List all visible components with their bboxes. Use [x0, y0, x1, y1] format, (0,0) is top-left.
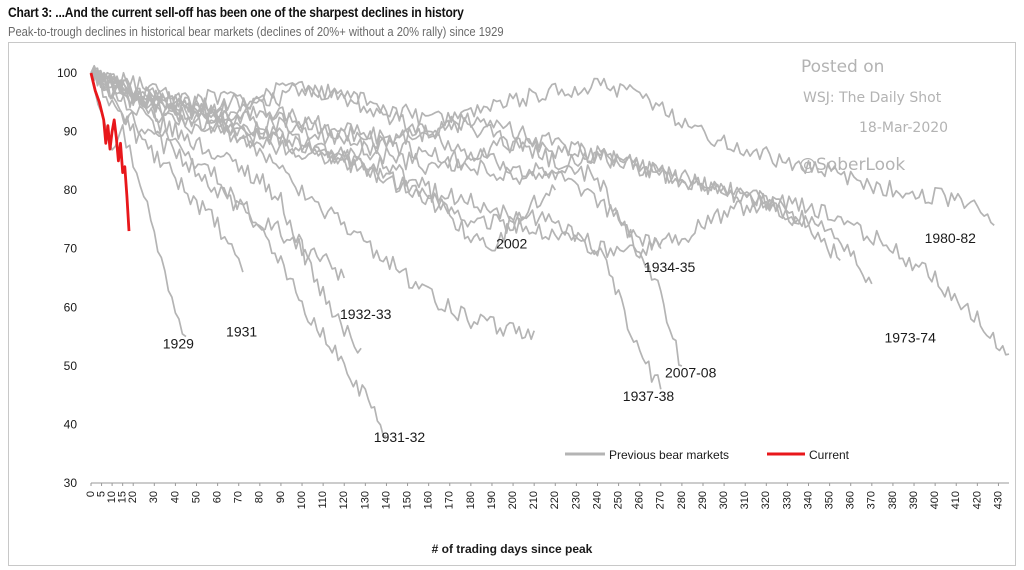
watermark-line-3: 18-Mar-2020 [859, 120, 948, 136]
series-line-previous-12 [90, 69, 346, 281]
annotation-layer: 1929 1931 1932-33 1931-32 2002 1934-35 1937-38… [163, 230, 976, 445]
series-line-1929 [90, 72, 187, 338]
x-tick-label: 380 [887, 491, 899, 509]
chart-title: Chart 3: ...And the current sell-off has… [8, 4, 464, 20]
series-line-previous-10 [90, 67, 873, 285]
legend-current-label: Current [809, 448, 850, 462]
x-tick-label: 190 [486, 491, 498, 509]
series-annotation: 1932-33 [340, 306, 392, 322]
x-tick-label: 420 [971, 491, 983, 509]
x-tick-label: 40 [169, 491, 181, 503]
x-tick-label: 0 [85, 491, 97, 497]
x-tick-label: 410 [950, 491, 962, 509]
x-tick-label: 30 [148, 491, 160, 503]
series-annotation: 1934-35 [644, 259, 696, 275]
y-tick-label: 100 [57, 66, 77, 80]
watermark-line-2: WSJ: The Daily Shot [803, 90, 942, 106]
series-annotation: 1980-82 [925, 230, 977, 246]
x-tick-label: 10 [106, 491, 118, 503]
x-tick-label: 100 [296, 491, 308, 509]
x-tick-label: 180 [465, 491, 477, 509]
x-tick-label: 430 [992, 491, 1004, 509]
x-tick-label: 240 [591, 491, 603, 509]
y-tick-label: 40 [64, 417, 78, 431]
chart-subtitle: Peak-to-trough declines in historical be… [8, 24, 504, 39]
x-tick-label: 60 [212, 491, 224, 503]
series-line-previous-14 [90, 65, 799, 224]
y-tick-label: 60 [64, 300, 78, 314]
x-tick-label: 370 [866, 491, 878, 509]
x-tick-label: 290 [697, 491, 709, 509]
series-line-1980-82 [90, 69, 995, 226]
x-tick-label: 220 [549, 491, 561, 509]
series-line-previous-11 [90, 67, 841, 262]
series-line-1931 [90, 71, 244, 273]
series-line-1973-74 [90, 70, 1010, 356]
series-layer [89, 64, 1010, 437]
series-line-previous-13 [90, 64, 536, 341]
x-tick-label: 70 [233, 491, 245, 503]
x-tick-label: 20 [127, 491, 139, 503]
x-tick-label: 130 [359, 491, 371, 509]
x-tick-label: 90 [275, 491, 287, 503]
x-tick-label: 80 [254, 491, 266, 503]
x-tick-label: 5 [95, 491, 107, 497]
x-tick-label: 230 [570, 491, 582, 509]
legend-previous-label: Previous bear markets [609, 448, 729, 462]
x-tick-label: 320 [760, 491, 772, 509]
x-tick-label: 270 [655, 491, 667, 509]
series-annotation: 1931 [226, 324, 257, 340]
x-tick-label: 360 [845, 491, 857, 509]
x-tick-label: 400 [929, 491, 941, 509]
y-tick-label: 50 [64, 359, 78, 373]
x-tick-label: 330 [781, 491, 793, 509]
x-tick-label: 350 [824, 491, 836, 509]
y-tick-label: 70 [64, 242, 78, 256]
y-tick-label: 80 [64, 183, 78, 197]
x-tick-label: 50 [190, 491, 202, 503]
x-tick-label: 110 [317, 491, 329, 509]
x-tick-label: 310 [739, 491, 751, 509]
legend: Previous bear markets Current [565, 448, 850, 462]
series-annotation: 2002 [496, 236, 527, 252]
x-tick-label: 160 [423, 491, 435, 509]
x-tick-label: 200 [507, 491, 519, 509]
x-axis-label: # of trading days since peak [432, 542, 593, 556]
line-chart: 1929 1931 1932-33 1931-32 2002 1934-35 1937-38… [57, 57, 1010, 556]
x-tick-label: 390 [908, 491, 920, 509]
chart-frame: 1929 1931 1932-33 1931-32 2002 1934-35 1937-38… [8, 42, 1016, 566]
x-tick-label: 340 [802, 491, 814, 509]
axes-layer [90, 482, 1009, 486]
y-tick-label: 30 [64, 476, 78, 490]
x-tick-label: 210 [528, 491, 540, 509]
x-tick-label: 15 [117, 491, 129, 503]
watermark-line-4: @SoberLook [799, 155, 905, 175]
series-line-current [89, 72, 131, 232]
series-annotation: 1931-32 [374, 429, 426, 445]
series-annotation: 1929 [163, 335, 194, 351]
x-tick-label: 120 [338, 491, 350, 509]
y-tick-label: 90 [64, 125, 78, 139]
x-tick-label: 250 [612, 491, 624, 509]
x-tick-label: 300 [718, 491, 730, 509]
x-tick-label: 260 [634, 491, 646, 509]
series-annotation: 2007-08 [665, 365, 717, 381]
series-annotation: 1937-38 [623, 388, 675, 404]
watermark-line-1: Posted on [801, 57, 884, 77]
x-tick-label: 150 [401, 491, 413, 509]
x-tick-label: 170 [444, 491, 456, 509]
x-tick-label: 280 [676, 491, 688, 509]
series-annotation: 1973-74 [884, 329, 936, 345]
x-tick-label: 140 [380, 491, 392, 509]
